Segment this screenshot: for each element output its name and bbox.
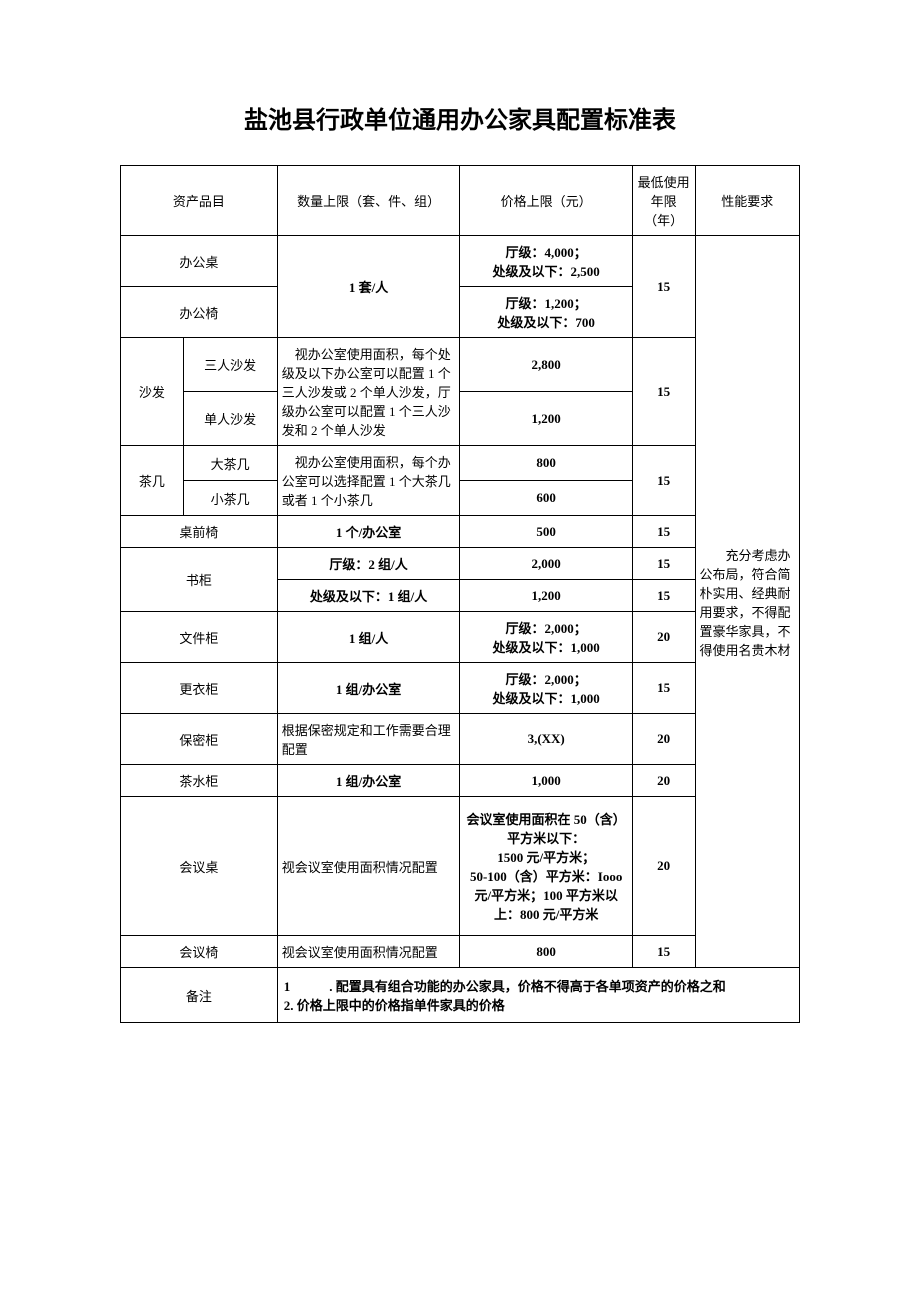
qty-cell: 1 组/办公室 <box>277 765 460 797</box>
qty-cell: 视办公室使用面积，每个办公室可以选择配置 1 个大茶几或者 1 个小茶几 <box>277 446 460 516</box>
price-cell: 厅级：2,000； 处级及以下：1,000 <box>460 612 632 663</box>
years-cell: 15 <box>632 580 695 612</box>
price-cell: 厅级：1,200； 处级及以下：700 <box>460 287 632 338</box>
price-cell: 2,000 <box>460 548 632 580</box>
price-cell: 1,000 <box>460 765 632 797</box>
asset-name: 沙发 <box>121 338 184 446</box>
asset-name: 书柜 <box>121 548 278 612</box>
footer-note-1: 1 . 配置具有组合功能的办公家具，价格不得高于各单项资产的价格之和 <box>284 976 793 995</box>
asset-name: 茶水柜 <box>121 765 278 797</box>
years-cell: 15 <box>632 548 695 580</box>
footer-notes: 1 . 配置具有组合功能的办公家具，价格不得高于各单项资产的价格之和 2. 价格… <box>277 968 799 1023</box>
years-cell: 15 <box>632 338 695 446</box>
asset-sub-name: 单人沙发 <box>183 392 277 446</box>
qty-cell: 视办公室使用面积，每个处级及以下办公室可以配置 1 个三人沙发或 2 个单人沙发… <box>277 338 460 446</box>
table-footer-row: 备注 1 . 配置具有组合功能的办公家具，价格不得高于各单项资产的价格之和 2.… <box>121 968 800 1023</box>
col-header-years: 最低使用年限（年） <box>632 166 695 236</box>
years-cell: 20 <box>632 612 695 663</box>
price-cell: 800 <box>460 446 632 481</box>
qty-cell: 1 套/人 <box>277 236 460 338</box>
table-header-row: 资产品目 数量上限（套、件、组） 价格上限（元） 最低使用年限（年） 性能要求 <box>121 166 800 236</box>
price-cell: 2,800 <box>460 338 632 392</box>
years-cell: 15 <box>632 446 695 516</box>
price-cell: 1,200 <box>460 392 632 446</box>
qty-cell: 1 个/办公室 <box>277 516 460 548</box>
page-title: 盐池县行政单位通用办公家具配置标准表 <box>120 100 800 135</box>
asset-sub-name: 三人沙发 <box>183 338 277 392</box>
years-cell: 15 <box>632 936 695 968</box>
price-cell: 1,200 <box>460 580 632 612</box>
asset-sub-name: 大茶几 <box>183 446 277 481</box>
col-header-qty: 数量上限（套、件、组） <box>277 166 460 236</box>
asset-name: 会议椅 <box>121 936 278 968</box>
footer-label: 备注 <box>121 968 278 1023</box>
price-cell: 800 <box>460 936 632 968</box>
asset-name: 办公椅 <box>121 287 278 338</box>
years-cell: 20 <box>632 765 695 797</box>
footer-note-2: 2. 价格上限中的价格指单件家具的价格 <box>284 995 793 1014</box>
price-cell: 3,(XX) <box>460 714 632 765</box>
col-header-req: 性能要求 <box>695 166 800 236</box>
price-cell: 500 <box>460 516 632 548</box>
price-cell: 600 <box>460 481 632 516</box>
asset-sub-name: 小茶几 <box>183 481 277 516</box>
asset-name: 茶几 <box>121 446 184 516</box>
years-cell: 15 <box>632 516 695 548</box>
qty-cell: 厅级：2 组/人 <box>277 548 460 580</box>
qty-cell: 视会议室使用面积情况配置 <box>277 936 460 968</box>
price-cell: 厅级：2,000； 处级及以下：1,000 <box>460 663 632 714</box>
asset-name: 文件柜 <box>121 612 278 663</box>
asset-name: 会议桌 <box>121 797 278 936</box>
years-cell: 15 <box>632 663 695 714</box>
qty-cell: 1 组/人 <box>277 612 460 663</box>
years-cell: 15 <box>632 236 695 338</box>
requirement-cell: 充分考虑办公布局，符合简朴实用、经典耐用要求，不得配置豪华家具，不得使用名贵木材 <box>695 236 800 968</box>
years-cell: 20 <box>632 797 695 936</box>
standards-table: 资产品目 数量上限（套、件、组） 价格上限（元） 最低使用年限（年） 性能要求 … <box>120 165 800 1023</box>
asset-name: 桌前椅 <box>121 516 278 548</box>
asset-name: 保密柜 <box>121 714 278 765</box>
col-header-price: 价格上限（元） <box>460 166 632 236</box>
asset-name: 办公桌 <box>121 236 278 287</box>
years-cell: 20 <box>632 714 695 765</box>
qty-cell: 1 组/办公室 <box>277 663 460 714</box>
qty-cell: 处级及以下：1 组/人 <box>277 580 460 612</box>
asset-name: 更衣柜 <box>121 663 278 714</box>
qty-cell: 视会议室使用面积情况配置 <box>277 797 460 936</box>
table-row: 办公桌 1 套/人 厅级：4,000； 处级及以下：2,500 15 充分考虑办… <box>121 236 800 287</box>
qty-cell: 根据保密规定和工作需要合理配置 <box>277 714 460 765</box>
price-cell: 会议室使用面积在 50（含）平方米以下： 1500 元/平方米； 50-100（… <box>460 797 632 936</box>
price-cell: 厅级：4,000； 处级及以下：2,500 <box>460 236 632 287</box>
col-header-asset: 资产品目 <box>121 166 278 236</box>
